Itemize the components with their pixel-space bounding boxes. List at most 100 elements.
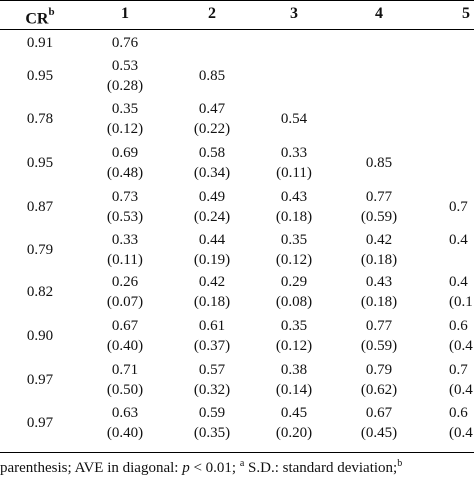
correlation-value: 0.58 [198,145,226,161]
squared-correlation-value: (0.59) [360,338,398,354]
correlation-value: 0.85 [365,155,393,171]
correlation-value: 0.38 [280,362,308,378]
squared-correlation-value: (0.12) [275,338,313,354]
header-rule [0,29,474,30]
correlation-value: 0.43 [280,189,308,205]
squared-correlation-value: (0.4 [449,425,473,441]
correlation-value: 0.33 [280,145,308,161]
squared-correlation-value: (0.1 [449,294,473,310]
correlation-value: 0.42 [198,274,226,290]
correlation-value: 0.44 [198,232,226,248]
squared-correlation-value: (0.4 [449,382,473,398]
correlation-value: 0.7 [449,362,468,378]
squared-correlation-value: (0.18) [193,294,231,310]
cr-value: 0.79 [26,242,54,258]
table-top-rule [0,0,474,1]
correlation-value: 0.26 [111,274,139,290]
correlation-value: 0.69 [111,145,139,161]
header-cr-superscript: b [48,6,55,18]
correlation-value: 0.85 [198,68,226,84]
squared-correlation-value: (0.18) [360,252,398,268]
correlation-value: 0.59 [198,405,226,421]
header-col-1: 1 [121,5,129,22]
squared-correlation-value: (0.11) [276,165,312,181]
squared-correlation-value: (0.32) [193,382,231,398]
squared-correlation-value: (0.18) [360,294,398,310]
correlation-value: 0.4 [449,232,468,248]
header-col-4: 4 [375,5,383,22]
correlation-value: 0.29 [280,274,308,290]
header-cr: CRb [10,0,70,28]
footnote-sup-b: b [397,458,403,469]
correlation-value: 0.45 [280,405,308,421]
table-bottom-rule [0,452,474,453]
squared-correlation-value: (0.08) [275,294,313,310]
header-col-5: 5 [462,5,470,22]
correlation-value: 0.76 [111,35,139,51]
correlation-value: 0.6 [449,405,468,421]
correlation-value: 0.35 [280,318,308,334]
footnote-p-symbol: p [182,460,190,476]
squared-correlation-value: (0.50) [106,382,144,398]
squared-correlation-value: (0.18) [275,209,313,225]
cr-value: 0.95 [26,68,54,84]
footnote-text-3: S.D.: standard deviation; [244,460,398,476]
squared-correlation-value: (0.12) [106,121,144,137]
squared-correlation-value: (0.12) [275,252,313,268]
correlation-value: 0.53 [111,58,139,74]
correlation-value: 0.6 [449,318,468,334]
squared-correlation-value: (0.07) [106,294,144,310]
squared-correlation-value: (0.11) [107,252,143,268]
header-cr-label: CR [25,10,49,28]
squared-correlation-value: (0.45) [360,425,398,441]
correlation-value: 0.35 [111,101,139,117]
cr-value: 0.91 [26,35,54,51]
squared-correlation-value: (0.28) [106,78,144,94]
correlation-value: 0.43 [365,274,393,290]
squared-correlation-value: (0.14) [275,382,313,398]
correlation-value: 0.57 [198,362,226,378]
cr-value: 0.97 [26,415,54,431]
correlation-value: 0.61 [198,318,226,334]
squared-correlation-value: (0.19) [193,252,231,268]
footnote-sup-a: a [239,458,245,469]
correlation-value: 0.33 [111,232,139,248]
squared-correlation-value: (0.34) [193,165,231,181]
squared-correlation-value: (0.22) [193,121,231,137]
header-col-3: 3 [290,5,298,22]
cr-value: 0.95 [26,155,54,171]
cr-value: 0.82 [26,284,54,300]
correlation-value: 0.67 [365,405,393,421]
squared-correlation-value: (0.24) [193,209,231,225]
correlation-value: 0.47 [198,101,226,117]
correlation-value: 0.4 [449,274,468,290]
correlation-value: 0.77 [365,189,393,205]
squared-correlation-value: (0.59) [360,209,398,225]
cr-value: 0.87 [26,199,54,215]
cr-value: 0.97 [26,372,54,388]
squared-correlation-value: (0.35) [193,425,231,441]
correlation-value: 0.54 [280,111,308,127]
squared-correlation-value: (0.48) [106,165,144,181]
correlation-value: 0.79 [365,362,393,378]
correlation-value: 0.63 [111,405,139,421]
correlation-value: 0.7 [449,199,468,215]
correlation-value: 0.49 [198,189,226,205]
squared-correlation-value: (0.62) [360,382,398,398]
correlation-value: 0.77 [365,318,393,334]
squared-correlation-value: (0.20) [275,425,313,441]
correlation-value: 0.73 [111,189,139,205]
correlation-value: 0.71 [111,362,139,378]
correlation-value: 0.35 [280,232,308,248]
cr-value: 0.78 [26,111,54,127]
squared-correlation-value: (0.37) [193,338,231,354]
footnote-text-1: parenthesis; AVE in diagonal: [0,460,183,476]
squared-correlation-value: (0.53) [106,209,144,225]
table-footnote: parenthesis; AVE in diagonal: p < 0.01; … [0,454,403,476]
cr-value: 0.90 [26,328,54,344]
correlation-value: 0.67 [111,318,139,334]
squared-correlation-value: (0.4 [449,338,473,354]
squared-correlation-value: (0.40) [106,338,144,354]
correlation-value: 0.42 [365,232,393,248]
squared-correlation-value: (0.40) [106,425,144,441]
